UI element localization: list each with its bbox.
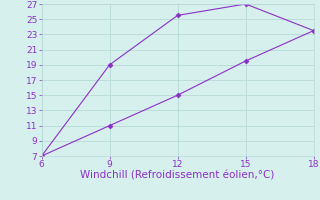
X-axis label: Windchill (Refroidissement éolien,°C): Windchill (Refroidissement éolien,°C) (80, 171, 275, 181)
